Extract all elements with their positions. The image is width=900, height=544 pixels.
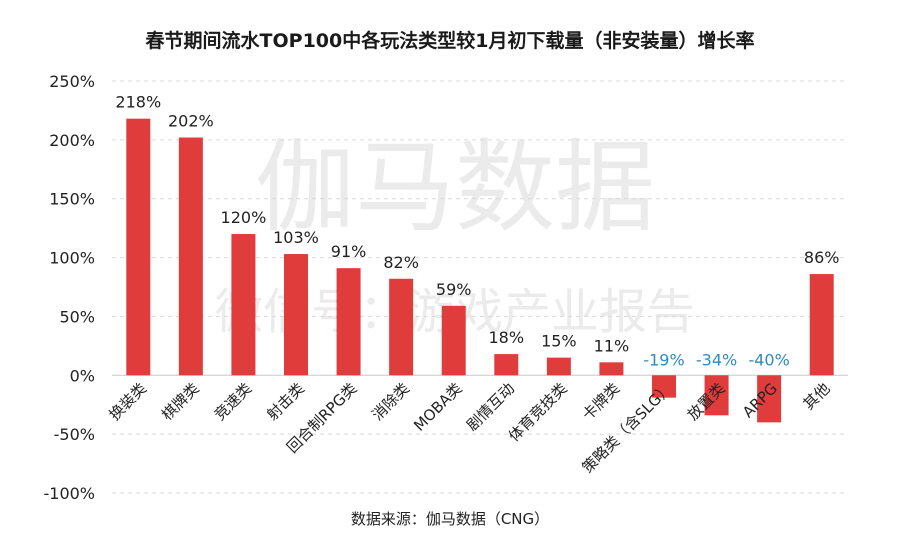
y-tick-label: 250%: [49, 72, 95, 91]
bar: [178, 137, 203, 376]
x-tick-label: 其他: [800, 379, 834, 413]
bar: [284, 254, 308, 376]
bar: [809, 274, 834, 376]
bar: [389, 278, 414, 376]
data-label: 15%: [541, 332, 577, 351]
data-label: 59%: [436, 280, 472, 299]
watermark-main: 伽马数据: [255, 129, 655, 246]
data-label: 120%: [221, 208, 267, 227]
y-tick-label: 50%: [59, 307, 95, 326]
bar: [336, 268, 361, 376]
bar: [494, 354, 519, 376]
data-label: 82%: [383, 253, 419, 272]
data-label: 218%: [115, 93, 161, 112]
y-tick-label: 100%: [49, 249, 95, 268]
source-note: 数据来源：伽马数据（CNG）: [351, 510, 549, 528]
y-tick-label: 0%: [70, 366, 95, 385]
data-label: 202%: [168, 112, 214, 131]
x-tick-label: 棋牌类: [158, 379, 203, 424]
x-tick-label: 竞速类: [211, 379, 256, 424]
data-label: 86%: [804, 248, 840, 267]
bar: [599, 362, 624, 376]
bar: [441, 305, 466, 376]
y-tick-label: -100%: [43, 484, 95, 503]
y-tick-label: 150%: [49, 190, 95, 209]
x-tick-label: 卡牌类: [579, 379, 624, 424]
data-label: -19%: [643, 350, 684, 369]
data-label: -40%: [748, 350, 789, 369]
y-tick-label: -50%: [54, 425, 95, 444]
data-label: 11%: [594, 336, 630, 355]
bar: [652, 375, 676, 398]
bar: [757, 375, 782, 423]
x-tick-label: MOBA类: [410, 379, 465, 434]
y-axis-ticks: 250% 200% 150% 100% 50% 0% -50% -100%: [43, 72, 95, 503]
data-label: 103%: [273, 228, 319, 247]
y-tick-label: 200%: [49, 131, 95, 150]
x-tick-label: 射击类: [263, 379, 308, 424]
bars: [126, 118, 834, 423]
chart-title: 春节期间流水TOP100中各玩法类型较1月初下载量（非安装量）增长率: [146, 29, 755, 52]
data-label: 91%: [331, 242, 367, 261]
x-tick-label: 换装类: [106, 379, 151, 424]
bar: [231, 234, 256, 376]
x-tick-label: 策略类（含SLG）: [579, 379, 676, 476]
bar: [546, 357, 571, 376]
bar: [704, 375, 729, 416]
bar: [126, 118, 151, 376]
data-label: 18%: [489, 328, 525, 347]
x-tick-label: 消除类: [368, 379, 413, 424]
data-labels: 218% 202% 120% 103% 91% 82% 59% 18% 15% 11% -19% -3…: [115, 93, 839, 370]
data-label: -34%: [696, 350, 737, 369]
